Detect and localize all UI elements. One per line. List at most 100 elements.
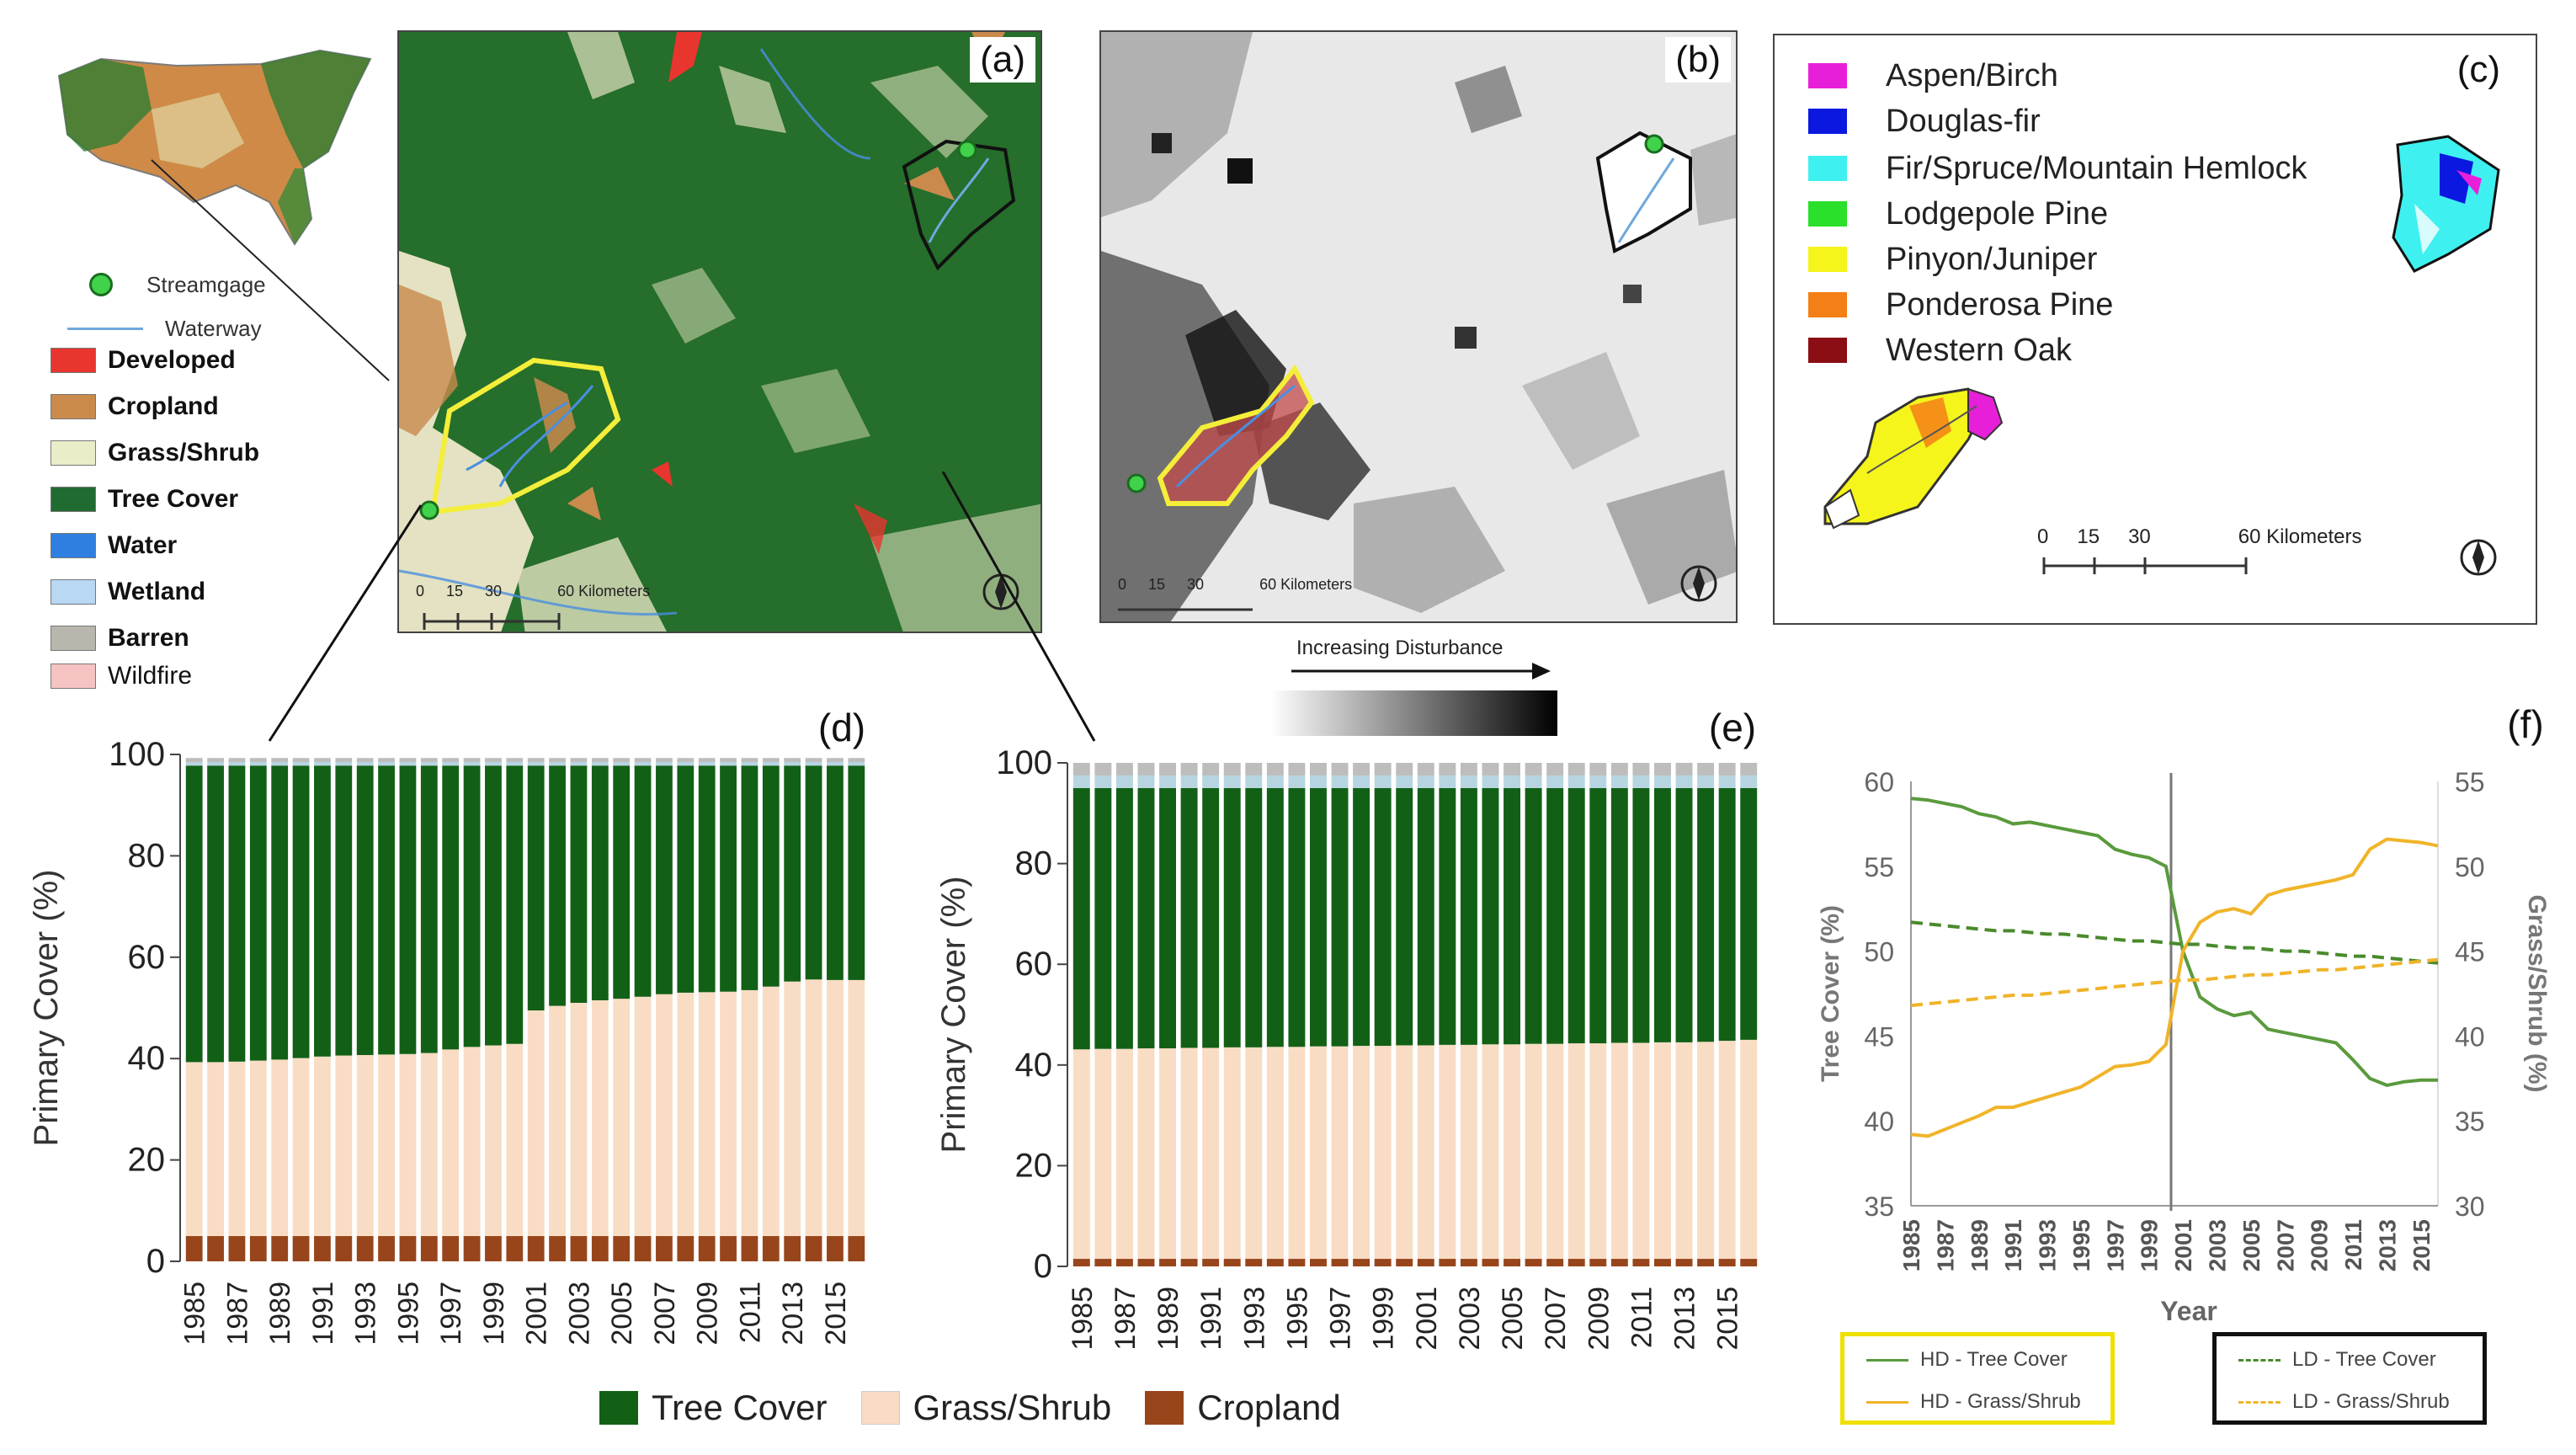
x-tick-label: 1987 <box>1932 1219 1958 1271</box>
bar-segment <box>805 758 822 763</box>
disturbance-arrow <box>1291 663 1551 680</box>
bar-segment <box>1740 787 1758 1040</box>
bar-segment <box>720 1235 737 1261</box>
bar-segment <box>207 762 224 766</box>
species-row-ponderosa: Ponderosa Pine <box>1808 285 2113 325</box>
panel-label-c: (c) <box>2446 47 2510 93</box>
x-tick-label: 2009 <box>2307 1219 2333 1271</box>
bar-segment <box>207 1062 224 1236</box>
bar-segment <box>698 762 716 766</box>
bar-segment <box>613 758 631 763</box>
scale-bar-b: 0 15 30 60 Kilometers <box>1118 576 1352 594</box>
bar-segment <box>527 1010 545 1236</box>
bar-segment <box>1525 763 1542 775</box>
x-tick-label: 2011 <box>734 1282 766 1343</box>
bar-segment <box>1094 1259 1112 1266</box>
bar-segment <box>1374 763 1392 775</box>
bar-segment <box>1159 1259 1177 1266</box>
bar-segment <box>1697 787 1715 1042</box>
species-row-aspen-birch: Aspen/Birch <box>1808 56 2058 96</box>
legend-ld-grass: LD - Grass/Shrub <box>2238 1390 2450 1414</box>
bar-segment <box>1202 763 1220 775</box>
bar-segment <box>249 1060 267 1236</box>
bar-segment <box>634 762 652 766</box>
bar-segment <box>698 758 716 763</box>
scale-bar-a: 0 15 30 60 Kilometers <box>416 583 650 600</box>
bar-segment <box>1223 787 1241 1047</box>
bar-segment <box>1546 1259 1564 1266</box>
y-tick-label-left: 40 <box>1864 1106 1894 1137</box>
bar-segment <box>762 765 780 987</box>
bar-segment <box>506 765 524 1044</box>
bar-segment <box>805 765 822 980</box>
bar-segment <box>1353 763 1370 775</box>
bar-segment <box>442 765 460 1050</box>
bar-segment <box>613 765 631 999</box>
bar-segment <box>591 762 609 766</box>
bar-segment <box>1567 1043 1585 1260</box>
legend-class-cropland: Cropland <box>51 390 219 424</box>
x-tick-label: 1995 <box>392 1282 424 1346</box>
bar-segment <box>1245 787 1263 1047</box>
y-tick-label-right: 35 <box>2455 1106 2485 1137</box>
x-tick-label: 2003 <box>2204 1219 2230 1271</box>
bar-segment <box>1504 787 1521 1045</box>
bar-segment <box>1525 775 1542 788</box>
bar-segment <box>1653 787 1671 1042</box>
bar-segment <box>1094 787 1112 1049</box>
bar-segment <box>249 762 267 766</box>
bar-segment <box>591 758 609 763</box>
bar-segment <box>613 1235 631 1261</box>
panel-label: (f) <box>2507 702 2543 746</box>
bar-segment <box>591 999 609 1236</box>
bar-segment <box>527 762 545 766</box>
wildfire-swatch <box>51 664 96 689</box>
bar-segment <box>784 1235 801 1261</box>
waterway-icon <box>67 327 143 330</box>
bar-segment <box>1697 763 1715 775</box>
bar-segment <box>1094 763 1112 775</box>
bar-segment <box>570 765 588 1003</box>
panel-label: (d) <box>818 706 865 749</box>
bar-segment <box>1396 775 1413 788</box>
x-tick-label: 2013 <box>1669 1287 1701 1351</box>
bar-segment <box>1266 775 1284 788</box>
species-row-lodgepole: Lodgepole Pine <box>1808 194 2108 234</box>
bar-segment <box>271 765 289 1060</box>
bar-segment <box>1245 775 1263 788</box>
bar-segment <box>292 765 310 1058</box>
species-label: Lodgepole Pine <box>1886 195 2109 232</box>
bar-segment <box>1439 1259 1456 1266</box>
bar-segment <box>185 1062 203 1236</box>
bar-segment <box>378 762 395 766</box>
bar-segment <box>185 1235 203 1261</box>
bar-segment <box>570 1002 588 1236</box>
bar-segment <box>1115 1259 1133 1266</box>
bar-segment <box>1245 1047 1263 1260</box>
bar-segment <box>1460 775 1477 788</box>
bar-segment <box>1094 1048 1112 1260</box>
bar-segment <box>1632 787 1650 1043</box>
bar-segment <box>1482 763 1499 775</box>
ld-grass-line-swatch <box>2238 1400 2281 1404</box>
bar-segment <box>762 758 780 763</box>
map-panel-c: (c) Aspen/Birch Douglas-fir Fir/Spruce/M… <box>1773 34 2537 625</box>
bar-segment <box>1353 787 1370 1047</box>
bar-segment <box>356 762 374 766</box>
bar-segment <box>485 765 502 1046</box>
bar-segment <box>1546 1043 1564 1260</box>
hd-legend: HD - Tree Cover HD - Grass/Shrub <box>1840 1332 2115 1425</box>
douglas-fir-swatch <box>1808 109 1847 134</box>
y-tick-label-right: 40 <box>2455 1021 2485 1052</box>
bar-segment <box>677 765 695 993</box>
bar-segment <box>1223 763 1241 775</box>
bar-segment <box>1159 775 1177 788</box>
bar-segment <box>1632 1259 1650 1266</box>
bar-segment <box>335 758 353 763</box>
x-tick-label: 2001 <box>2170 1219 2196 1271</box>
bar-segment <box>1288 787 1306 1047</box>
bar-segment <box>1460 763 1477 775</box>
bar-segment <box>1202 775 1220 788</box>
scale-label: 60 Kilometers <box>2238 525 2362 548</box>
bar-segment <box>1610 1042 1628 1260</box>
